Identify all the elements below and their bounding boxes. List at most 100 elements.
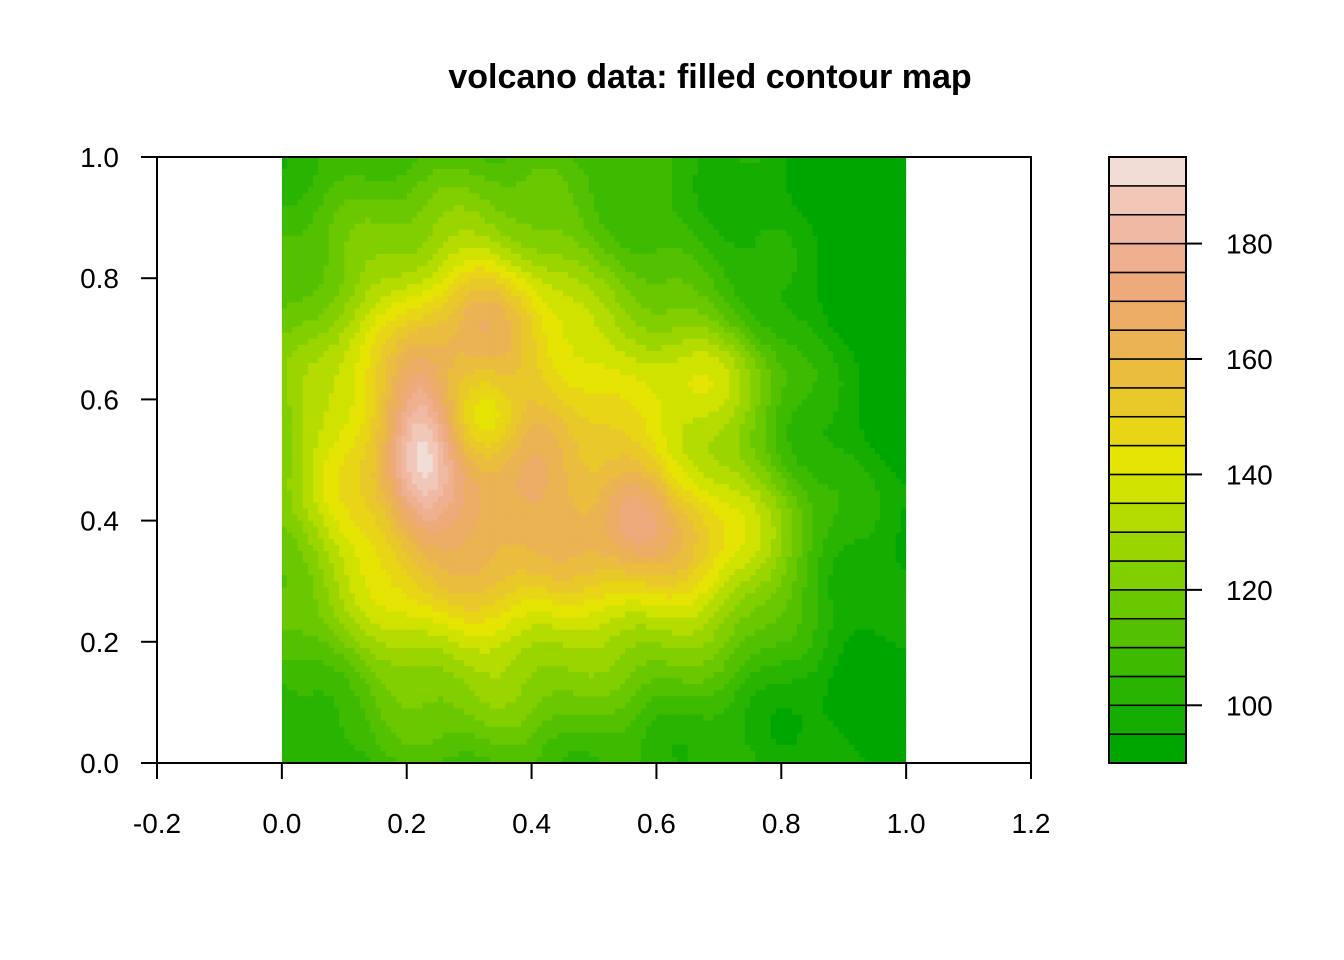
contour-cell	[786, 175, 793, 182]
contour-cell	[443, 223, 449, 231]
contour-cell	[500, 199, 507, 207]
contour-cell	[354, 205, 361, 213]
contour-cell	[484, 229, 491, 237]
contour-cell	[604, 375, 611, 382]
contour-cell	[339, 296, 345, 304]
contour-cell	[687, 338, 694, 346]
contour-cell	[297, 278, 304, 285]
contour-cell	[848, 169, 855, 176]
contour-cell	[385, 272, 392, 279]
contour-cell	[822, 314, 829, 322]
contour-cell	[817, 296, 824, 304]
contour-cell	[536, 278, 543, 285]
contour-cell	[672, 332, 678, 340]
contour-cell	[495, 163, 501, 170]
contour-cell	[526, 387, 533, 394]
contour-cell	[854, 338, 860, 346]
contour-cell	[385, 332, 392, 340]
contour-cell	[515, 205, 522, 213]
contour-cell	[359, 181, 366, 188]
contour-cell	[515, 314, 522, 322]
contour-cell	[391, 290, 397, 297]
contour-cell	[718, 205, 725, 213]
contour-cell	[375, 302, 382, 310]
contour-cell	[505, 223, 512, 231]
contour-cell	[838, 175, 845, 182]
contour-cell	[541, 338, 548, 346]
contour-cell	[802, 356, 808, 364]
contour-cell	[765, 387, 772, 394]
contour-cell	[552, 290, 559, 297]
contour-cell	[536, 199, 543, 207]
contour-cell	[718, 369, 725, 376]
contour-cell	[594, 405, 600, 413]
contour-cell	[489, 253, 496, 261]
contour-cell	[531, 260, 538, 267]
contour-cell	[646, 393, 652, 400]
contour-cell	[895, 369, 902, 376]
contour-cell	[828, 314, 834, 322]
contour-cell	[474, 332, 481, 340]
contour-cell	[812, 369, 819, 376]
contour-cell	[594, 175, 600, 182]
contour-cell	[313, 193, 319, 201]
contour-cell	[583, 266, 590, 273]
contour-cell	[292, 314, 299, 322]
contour-cell	[573, 157, 579, 164]
contour-cell	[776, 260, 782, 267]
contour-cell	[495, 205, 501, 213]
contour-cell	[713, 350, 720, 358]
contour-cell	[854, 375, 860, 382]
contour-cell	[729, 247, 736, 255]
contour-cell	[874, 253, 881, 261]
contour-cell	[791, 320, 798, 328]
contour-cell	[484, 381, 491, 388]
contour-cell	[817, 199, 824, 207]
contour-cell	[588, 223, 595, 231]
contour-cell	[578, 193, 585, 201]
contour-cell	[318, 338, 325, 346]
contour-cell	[448, 350, 455, 358]
contour-cell	[292, 338, 299, 346]
contour-cell	[828, 393, 834, 400]
contour-cell	[396, 284, 403, 291]
contour-cell	[297, 253, 304, 261]
contour-cell	[625, 332, 632, 340]
contour-cell	[437, 163, 444, 170]
contour-cell	[422, 169, 429, 176]
contour-cell	[583, 193, 590, 201]
contour-cell	[718, 181, 725, 188]
contour-cell	[770, 302, 777, 310]
contour-cell	[708, 235, 715, 243]
contour-cell	[739, 187, 746, 194]
contour-cell	[781, 344, 788, 352]
contour-cell	[287, 253, 293, 261]
contour-cell	[552, 157, 559, 164]
contour-cell	[500, 405, 507, 413]
contour-cell	[333, 163, 340, 170]
contour-cell	[724, 399, 730, 407]
contour-cell	[734, 399, 741, 407]
contour-cell	[609, 405, 616, 413]
contour-cell	[380, 181, 387, 188]
contour-cell	[666, 290, 673, 297]
contour-cell	[495, 193, 501, 201]
contour-cell	[708, 375, 715, 382]
contour-cell	[848, 332, 855, 340]
contour-cell	[588, 393, 595, 400]
contour-cell	[750, 375, 756, 382]
contour-cell	[864, 284, 871, 291]
contour-cell	[479, 205, 486, 213]
contour-cell	[583, 314, 590, 322]
contour-cell	[739, 175, 746, 182]
contour-cell	[890, 247, 897, 255]
contour-cell	[411, 344, 418, 352]
contour-cell	[817, 284, 824, 291]
contour-cell	[848, 344, 855, 352]
contour-cell	[604, 260, 611, 267]
contour-cell	[802, 338, 808, 346]
contour-cell	[630, 272, 637, 279]
contour-cell	[437, 223, 444, 231]
contour-cell	[895, 320, 902, 328]
contour-cell	[666, 320, 673, 328]
